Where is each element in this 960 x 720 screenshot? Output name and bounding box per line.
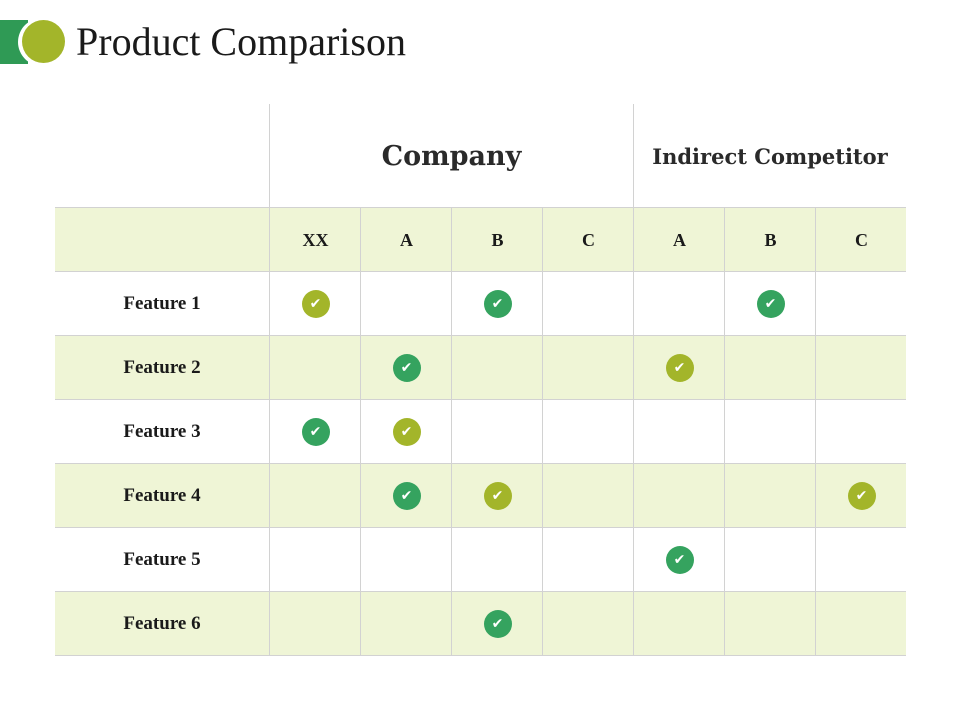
row-divider bbox=[55, 207, 906, 208]
checkmark-icon: ✔ bbox=[301, 290, 330, 318]
row-band bbox=[55, 464, 906, 528]
column-header: A bbox=[673, 229, 686, 250]
column-divider bbox=[360, 208, 361, 656]
column-divider bbox=[451, 208, 452, 656]
row-band bbox=[55, 592, 906, 656]
row-label: Feature 3 bbox=[123, 421, 201, 442]
checkmark-icon: ✔ bbox=[665, 546, 694, 574]
logo-circle-shape bbox=[22, 20, 65, 63]
row-divider bbox=[55, 655, 906, 656]
column-divider bbox=[633, 104, 634, 656]
row-label: Feature 4 bbox=[123, 485, 201, 506]
column-header: C bbox=[582, 229, 595, 250]
row-label: Feature 6 bbox=[123, 613, 201, 634]
column-divider bbox=[724, 208, 725, 656]
row-divider bbox=[55, 335, 906, 336]
column-divider bbox=[815, 208, 816, 656]
column-header: B bbox=[491, 229, 504, 250]
checkmark-icon: ✔ bbox=[483, 482, 512, 510]
checkmark-icon: ✔ bbox=[392, 482, 421, 510]
row-label: Feature 5 bbox=[123, 549, 201, 570]
row-divider bbox=[55, 463, 906, 464]
column-header: XX bbox=[302, 229, 329, 250]
row-divider bbox=[55, 591, 906, 592]
row-divider bbox=[55, 527, 906, 528]
group-header-indirect-competitor: Indirect Competitor bbox=[652, 143, 888, 169]
group-header-company: Company bbox=[381, 140, 522, 172]
checkmark-icon: ✔ bbox=[392, 354, 421, 382]
row-label: Feature 1 bbox=[123, 293, 201, 314]
checkmark-icon: ✔ bbox=[483, 290, 512, 318]
column-divider bbox=[269, 104, 270, 656]
column-header: B bbox=[764, 229, 777, 250]
row-band bbox=[55, 336, 906, 400]
checkmark-icon: ✔ bbox=[756, 290, 785, 318]
column-divider bbox=[542, 208, 543, 656]
header-band bbox=[55, 208, 906, 272]
checkmark-icon: ✔ bbox=[847, 482, 876, 510]
checkmark-icon: ✔ bbox=[392, 418, 421, 446]
checkmark-icon: ✔ bbox=[483, 610, 512, 638]
logo bbox=[0, 18, 70, 66]
row-divider bbox=[55, 399, 906, 400]
row-label: Feature 2 bbox=[123, 357, 201, 378]
checkmark-icon: ✔ bbox=[301, 418, 330, 446]
checkmark-icon: ✔ bbox=[665, 354, 694, 382]
column-header: C bbox=[855, 229, 868, 250]
page-title: Product Comparison bbox=[76, 19, 406, 64]
column-header: A bbox=[400, 229, 413, 250]
row-divider bbox=[55, 271, 906, 272]
